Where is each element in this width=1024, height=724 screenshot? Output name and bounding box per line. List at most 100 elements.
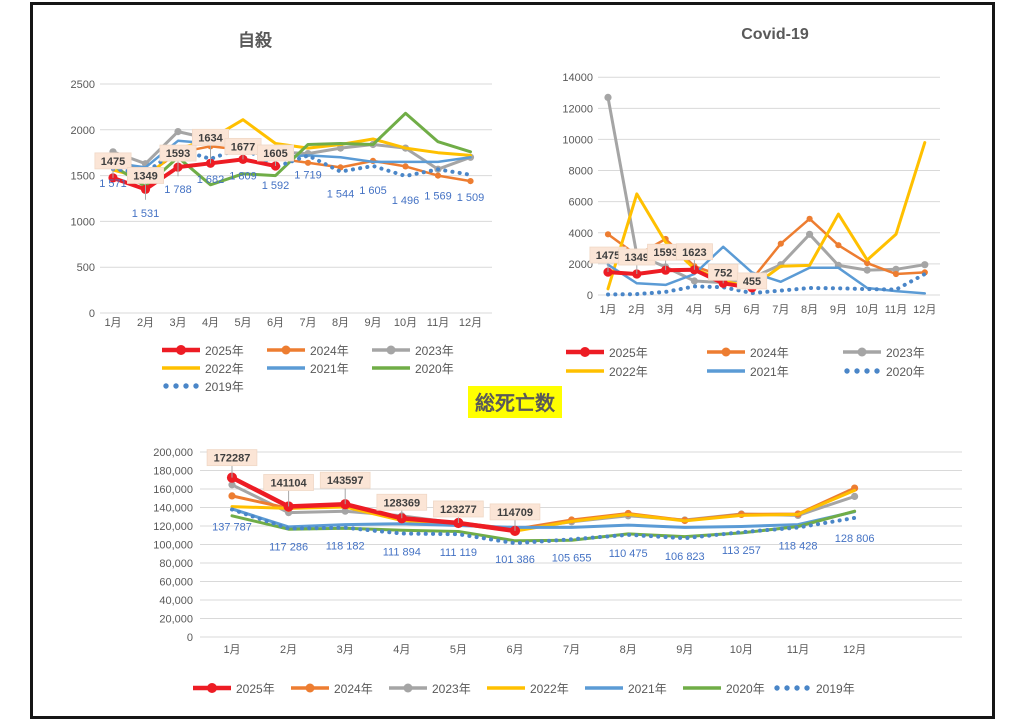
legend-label: 2020年 <box>726 681 765 696</box>
y-axis-tick: 0 <box>89 308 95 320</box>
y-axis-tick: 10000 <box>562 134 593 146</box>
data-label: 1623 <box>682 247 706 259</box>
total-deaths-labels-2019年: 137 787 117 286 118 182 111 894 111 119 101 3… <box>212 522 874 567</box>
x-axis-label: 7月 <box>299 317 316 329</box>
data-label: 123277 <box>440 504 477 516</box>
data-label: 1 788 <box>164 184 192 196</box>
data-label: 752 <box>714 267 732 279</box>
x-axis-label: 10月 <box>394 317 417 329</box>
data-label: 1593 <box>166 148 190 160</box>
data-label-box <box>94 152 132 170</box>
data-label: 1 719 <box>294 170 322 182</box>
legend-label: 2021年 <box>750 364 789 379</box>
suicide-x-axis: 1月 2月 3月 4月 5月 6月 7月 8月 9月 10月 11月 12月 <box>104 317 482 329</box>
legend-swatch-marker <box>707 347 745 357</box>
y-axis-tick: 100,000 <box>153 540 193 552</box>
total-deaths-series-2019年 <box>230 507 857 546</box>
suicide-legend-item-2020年: 2020年 <box>371 361 454 376</box>
data-label-box <box>191 128 229 146</box>
x-axis-label: 11月 <box>787 644 809 656</box>
x-axis-label: 8月 <box>620 644 637 656</box>
legend-swatch-line <box>707 369 745 373</box>
x-axis-label: 11月 <box>885 304 907 316</box>
legend-swatch-marker <box>267 345 305 355</box>
y-axis-tick: 2000 <box>71 125 95 137</box>
data-label: 114709 <box>497 507 533 519</box>
y-axis-tick: 0 <box>187 632 193 644</box>
data-label: 143597 <box>327 475 364 487</box>
total-deaths-chart-plot: 0 20,000 40,000 60,000 80,000 100,000 120,000 1… <box>153 447 962 656</box>
total-deaths-legend-item-2023年: 2023年 <box>388 681 471 696</box>
covid-legend-item-2023年: 2023年 <box>842 345 925 360</box>
legend-label: 2023年 <box>432 681 471 696</box>
legend-swatch-marker <box>193 683 231 693</box>
covid-x-axis: 1月 2月 3月 4月 5月 6月 7月 8月 9月 10月 11月 12月 <box>599 304 936 316</box>
data-label-box <box>319 471 371 489</box>
data-label-box <box>206 449 258 467</box>
data-label: 1 544 <box>327 189 355 201</box>
legend-label: 2021年 <box>310 361 349 376</box>
total-deaths-y-axis: 0 20,000 40,000 60,000 80,000 100,000 120,000 1… <box>153 447 962 644</box>
legend-label: 2024年 <box>334 681 373 696</box>
data-label: 137 787 <box>212 522 252 534</box>
total-deaths-series-2021年 <box>230 507 857 529</box>
data-label: 1 682 <box>197 174 225 186</box>
y-axis-tick: 500 <box>77 262 95 274</box>
x-axis-label: 1月 <box>104 317 121 329</box>
data-label: 1475 <box>101 156 125 168</box>
x-axis-label: 4月 <box>686 304 703 316</box>
legend-label: 2020年 <box>415 361 454 376</box>
data-label: 455 <box>743 276 761 288</box>
suicide-series-2025年 <box>108 154 281 194</box>
total-deaths-x-axis: 1月 2月 3月 4月 5月 6月 7月 8月 9月 10月 11月 12月 <box>223 644 866 656</box>
y-axis-tick: 2000 <box>569 259 593 271</box>
data-label: 1 592 <box>262 180 290 192</box>
x-axis-label: 9月 <box>364 317 381 329</box>
total-deaths-legend-item-2020年: 2020年 <box>682 681 765 696</box>
data-label: 118 428 <box>779 540 818 552</box>
covid-chart-title: Covid-19 <box>741 26 809 43</box>
legend-swatch-marker <box>291 683 329 693</box>
x-axis-label: 6月 <box>506 644 523 656</box>
data-label: 1 605 <box>359 185 387 197</box>
data-label: 128 806 <box>835 533 875 545</box>
total-deaths-chart-title: 総死亡数 <box>468 386 562 418</box>
y-axis-tick: 60,000 <box>159 577 193 589</box>
x-axis-label: 2月 <box>628 304 645 316</box>
data-label: 111 894 <box>383 546 421 558</box>
legend-swatch-line <box>162 366 200 370</box>
total-deaths-labels-2025年: 172287 141104 143597 128369 123277 114709 <box>206 449 541 531</box>
legend-swatch-marker <box>162 345 200 355</box>
legend-swatch-line <box>487 686 525 690</box>
data-label: 1634 <box>198 132 223 144</box>
total-deaths-series-2025年 <box>226 472 521 537</box>
y-axis-tick: 80,000 <box>159 558 193 570</box>
data-label: 141104 <box>271 477 308 489</box>
legend-swatch-dots <box>774 685 810 691</box>
x-axis-label: 3月 <box>657 304 674 316</box>
x-axis-label: 9月 <box>830 304 847 316</box>
data-label: 1605 <box>263 148 287 160</box>
total-deaths-legend-item-2019年: 2019年 <box>772 681 855 696</box>
data-label: 1 531 <box>132 208 160 220</box>
data-label: 1349 <box>133 170 157 182</box>
legend-label: 2023年 <box>415 343 454 358</box>
total-deaths-legend-item-2024年: 2024年 <box>290 681 373 696</box>
data-label-box <box>433 500 484 518</box>
legend-label: 2025年 <box>609 345 648 360</box>
x-axis-label: 7月 <box>772 304 789 316</box>
y-axis-tick: 200,000 <box>153 447 193 459</box>
suicide-chart-plot: 0 500 1000 1500 2000 2500 1月 2月 3月 4月 5月 6月 7月 8月 9月 10… <box>71 79 492 329</box>
data-label: 1349 <box>625 252 649 264</box>
legend-label: 2022年 <box>530 681 569 696</box>
x-axis-label: 10月 <box>730 644 753 656</box>
data-label-box <box>127 167 165 184</box>
legend-label: 2022年 <box>205 361 244 376</box>
legend-label: 2025年 <box>236 681 275 696</box>
y-axis-tick: 120,000 <box>153 521 193 533</box>
data-label: 1 809 <box>229 170 257 182</box>
data-label: 1 571 <box>99 178 127 190</box>
covid-legend-item-2020年: 2020年 <box>842 364 925 379</box>
data-label: 1677 <box>231 141 255 153</box>
